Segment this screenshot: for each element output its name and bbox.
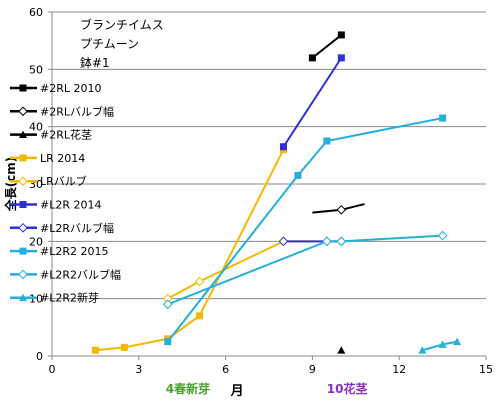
y-tick-label: 0 <box>36 350 43 363</box>
data-point <box>336 236 347 247</box>
series-line <box>95 149 285 352</box>
data-point <box>18 106 28 117</box>
series-group <box>162 230 448 310</box>
data-point <box>278 236 289 247</box>
series-group <box>418 337 462 354</box>
series-layer <box>91 31 462 354</box>
series-group <box>308 31 345 62</box>
data-point <box>337 346 346 354</box>
legend-label: LRバルブ <box>40 174 87 188</box>
data-point <box>336 204 347 215</box>
y-tick-label: 20 <box>29 235 43 248</box>
x-tick-label: 0 <box>49 363 56 376</box>
y-tick-label: 60 <box>29 6 43 19</box>
data-point <box>164 338 172 346</box>
legend-label: #2RL花茎 <box>40 129 92 142</box>
grid-lines <box>52 11 486 300</box>
x-tick-label: 15 <box>479 363 493 376</box>
x-tick-label: 3 <box>135 363 142 376</box>
data-point <box>91 346 99 354</box>
chart-title-line: ブランチイムス <box>80 17 164 32</box>
data-point <box>19 247 27 255</box>
x-tick-label: 12 <box>392 363 406 376</box>
series-group <box>337 346 346 354</box>
chart-title-line: 鉢#1 <box>80 56 110 70</box>
y-tick-label: 40 <box>29 121 43 134</box>
data-point <box>294 171 302 179</box>
data-point <box>19 130 27 138</box>
series-group <box>312 203 365 215</box>
data-point <box>453 337 462 346</box>
annotation-label: 4春新芽 <box>166 381 210 396</box>
data-point <box>279 143 287 151</box>
legend-label: LR 2014 <box>40 152 85 165</box>
chart-title-line: プチムーン <box>80 37 139 51</box>
x-tick-label: 9 <box>309 363 316 376</box>
data-point <box>337 31 345 39</box>
data-point <box>18 176 28 187</box>
data-point <box>196 312 204 320</box>
legend-label: #2RLバルブ幅 <box>40 104 114 118</box>
series-group <box>164 114 447 346</box>
data-point <box>439 114 447 122</box>
legend-label: #L2Rバルブ幅 <box>40 221 114 235</box>
data-point <box>162 299 173 310</box>
x-axis-title: 月 <box>230 384 244 399</box>
data-point <box>418 346 427 354</box>
data-point <box>19 201 27 208</box>
y-tick-label: 10 <box>29 293 43 306</box>
data-point <box>120 343 128 351</box>
annotation-label: 10花茎 <box>327 381 368 396</box>
data-point <box>308 54 316 62</box>
x-tick-label: 6 <box>222 363 229 376</box>
data-point <box>19 84 27 92</box>
data-point <box>194 276 205 287</box>
data-point <box>337 54 345 62</box>
data-point <box>323 137 331 145</box>
data-point <box>19 293 27 302</box>
data-point <box>18 269 28 280</box>
data-point <box>437 230 448 241</box>
legend-label: #2RL 2010 <box>40 82 101 95</box>
data-point <box>322 236 332 247</box>
y-axis-title: 全長(cm) <box>3 157 18 213</box>
series-line <box>167 234 443 306</box>
series-group <box>279 54 345 151</box>
legend: #2RL 2010 #2RLバルブ幅 #2RL花茎 LR 2014 LRバルブ #L2R … <box>10 82 121 305</box>
series-line <box>311 34 342 59</box>
series-group <box>91 146 287 354</box>
series-line <box>166 117 443 343</box>
series-line <box>282 57 343 148</box>
data-point <box>19 154 27 162</box>
legend-label: #L2R2 2015 <box>40 245 108 258</box>
data-point <box>438 340 447 348</box>
legend-label: #L2R2バルブ幅 <box>40 267 121 281</box>
y-tick-label: 50 <box>29 63 43 76</box>
data-point <box>18 222 28 233</box>
legend-label: #L2R2新芽 <box>40 291 99 305</box>
legend-label: #L2R 2014 <box>40 199 101 212</box>
